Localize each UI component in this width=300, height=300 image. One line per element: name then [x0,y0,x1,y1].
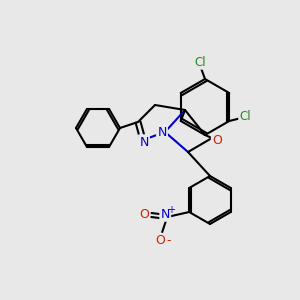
Text: O: O [155,235,165,248]
Text: O: O [212,134,222,148]
Text: O: O [139,208,149,221]
Text: N: N [160,208,170,220]
Text: -: - [166,235,170,248]
Text: +: + [167,205,175,215]
Text: Cl: Cl [239,110,251,122]
Text: N: N [157,125,167,139]
Text: Cl: Cl [194,56,206,68]
Text: N: N [139,136,149,148]
